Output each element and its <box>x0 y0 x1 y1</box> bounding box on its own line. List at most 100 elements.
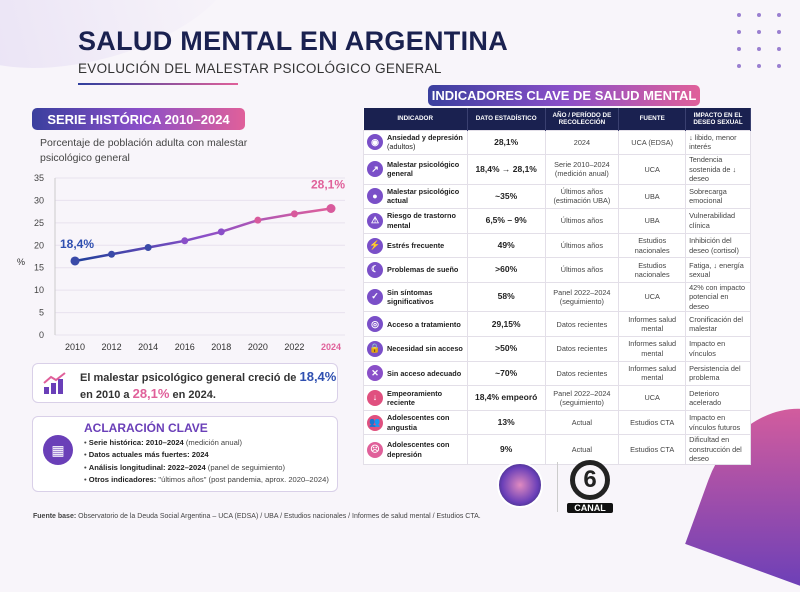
annotation-start: 18,4% <box>60 237 94 251</box>
warning-icon: ⚠ <box>367 212 383 229</box>
x-tick-label: 2014 <box>138 342 158 352</box>
aclaracion-box <box>32 416 338 492</box>
period: Últimos años <box>544 208 620 234</box>
indicator-name: Necesidad sin acceso <box>387 344 463 354</box>
source: UBA <box>618 208 687 234</box>
sad-face-icon: ☹ <box>367 441 383 458</box>
aclaracion: ACLARACIÓN CLAVE • Serie histórica: 2010… <box>84 422 329 487</box>
brain-logo <box>497 462 543 508</box>
column-header: DATO ESTADÍSTICO <box>467 108 546 130</box>
page-title: SALUD MENTAL EN ARGENTINA <box>78 26 508 56</box>
table-row: ☹ Adolescentes con depresión 9% Actual Estu… <box>363 434 751 465</box>
stat-value: 6,5% – 9% <box>466 208 546 234</box>
indicator-name: Acceso a tratamiento <box>387 319 461 329</box>
column-header: FUENTE <box>618 108 687 130</box>
table-row: ↗ Malestar psicológico general 18,4% → 28… <box>363 154 751 185</box>
group-icon: 👥 <box>367 414 383 431</box>
x-tick-label: 2024 <box>321 342 341 352</box>
source: Estudios CTA <box>618 409 687 436</box>
stat-value: ~70% <box>466 360 546 387</box>
aclaracion-item: • Serie histórica: 2010–2024 (medición a… <box>84 437 243 447</box>
y-tick-label: 15 <box>34 263 44 273</box>
period: Últimos años <box>544 257 620 283</box>
aclaracion-item: • Datos actuales más fuertes: 2024 <box>84 450 209 459</box>
source: Informes salud mental <box>618 360 687 387</box>
period: Datos recientes <box>544 336 620 362</box>
aclaracion-item: • Análisis longitudinal: 2022–2024 (pane… <box>84 462 286 472</box>
chart-subtitle: Porcentaje de población adulta con males… <box>40 137 248 164</box>
y-tick-label: 35 <box>34 173 44 183</box>
annotation-end: 28,1% <box>311 178 345 192</box>
data-point <box>290 210 298 218</box>
table-row: ✕ Sin acceso adecuado ~70% Datos recientes… <box>363 360 751 387</box>
summary-box <box>32 363 338 403</box>
impact: ↓ libido, menor interés <box>685 129 751 156</box>
table-row: ☾ Problemas de sueño >60% Últimos años Estu… <box>363 257 751 283</box>
arrow-down-icon: ↓ <box>367 390 383 407</box>
y-tick-label: 0 <box>39 330 44 340</box>
period: Panel 2022–2024 (seguimiento) <box>544 385 620 411</box>
trend-icon: ↗ <box>367 161 383 178</box>
y-tick-label: 10 <box>34 285 44 295</box>
table-row: ● Malestar psicológico actual ~35% Últimos… <box>363 183 751 210</box>
table-row: ✓ Sin síntomas significativos 58% Panel 20… <box>363 281 751 313</box>
period: Últimos años (estimación UBA) <box>544 183 620 210</box>
indicator-name: Malestar psicológico actual <box>387 186 460 206</box>
source: UBA <box>618 183 687 210</box>
impact: Sobrecarga emocional <box>685 183 751 210</box>
stat-value: >50% <box>466 336 546 362</box>
lock-icon: 🔒 <box>367 340 383 357</box>
table-row: ◎ Acceso a tratamiento 29,15% Datos recien… <box>363 311 751 338</box>
indicators-table: INDICADOR DATO ESTADÍSTICO AÑO / PERÍODO D… <box>363 108 751 465</box>
column-header: INDICADOR <box>363 108 468 130</box>
target-icon: ◎ <box>367 316 383 333</box>
divider <box>78 83 238 85</box>
period: Datos recientes <box>544 311 620 338</box>
series-pill: SERIE HISTÓRICA 2010–2024 <box>32 108 245 130</box>
stat-value: 9% <box>466 434 546 465</box>
table-row: 🔒 Necesidad sin acceso >50% Datos reciente… <box>363 336 751 362</box>
y-axis-label: % <box>17 257 25 267</box>
impact: Fatiga, ↓ energía sexual <box>685 257 751 283</box>
page-subtitle: EVOLUCIÓN DEL MALESTAR PSICOLÓGICO GENER… <box>78 61 442 76</box>
impact: Inhibición del deseo (cortisol) <box>685 232 751 259</box>
indicator-name: Sin acceso adecuado <box>387 368 462 378</box>
x-circle-icon: ✕ <box>367 365 383 382</box>
impact: Impacto en vínculos <box>685 336 751 362</box>
impact: Tendencia sostenida de ↓ deseo <box>685 154 751 185</box>
period: Serie 2010–2024 (medición anual) <box>544 154 620 185</box>
calendar-icon: ▦ <box>43 435 73 465</box>
column-header: IMPACTO EN EL DESEO SEXUAL <box>685 108 751 130</box>
y-tick-label: 30 <box>34 195 44 205</box>
canal-6-logo: 6 CANAL <box>567 460 613 520</box>
data-point <box>217 228 225 236</box>
x-tick-label: 2012 <box>102 342 122 352</box>
table-row: ↓ Empeoramiento reciente 18,4% empeoró Pan… <box>363 385 751 411</box>
stat-value: 18,4% empeoró <box>466 385 546 411</box>
data-point <box>254 216 262 224</box>
stat-value: >60% <box>466 257 546 283</box>
stat-value: 13% <box>466 409 546 436</box>
series-line <box>74 207 332 263</box>
period: Últimos años <box>544 232 620 259</box>
table-title-pill: INDICADORES CLAVE DE SALUD MENTAL <box>428 85 700 106</box>
y-tick-label: 5 <box>39 308 44 318</box>
indicator-name: Malestar psicológico general <box>387 159 460 179</box>
x-tick-label: 2018 <box>211 342 231 352</box>
indicator-name: Ansiedad y depresión (adultos) <box>387 132 463 152</box>
y-tick-label: 20 <box>34 240 44 250</box>
period: Panel 2022–2024 (seguimiento) <box>544 281 620 313</box>
source: UCA (EDSA) <box>618 129 687 156</box>
aclaracion-title: ACLARACIÓN CLAVE <box>84 421 208 435</box>
impact: Vulnerabilidad clínica <box>685 208 751 234</box>
dots-decoration <box>737 13 783 68</box>
impact: 42% con impacto potencial en deseo <box>685 281 751 313</box>
stat-value: 28,1% <box>466 129 546 156</box>
impact: Impacto en vínculos futuros <box>685 409 751 436</box>
y-tick-label: 25 <box>34 218 44 228</box>
data-point <box>70 256 80 266</box>
impact: Cronificación del malestar <box>685 311 751 338</box>
stat-value: ~35% <box>466 183 546 210</box>
table-row: ⚡ Estrés frecuente 49% Últimos años Estudio… <box>363 232 751 259</box>
column-header: AÑO / PERÍODO DE RECOLECCIÓN <box>545 108 620 130</box>
